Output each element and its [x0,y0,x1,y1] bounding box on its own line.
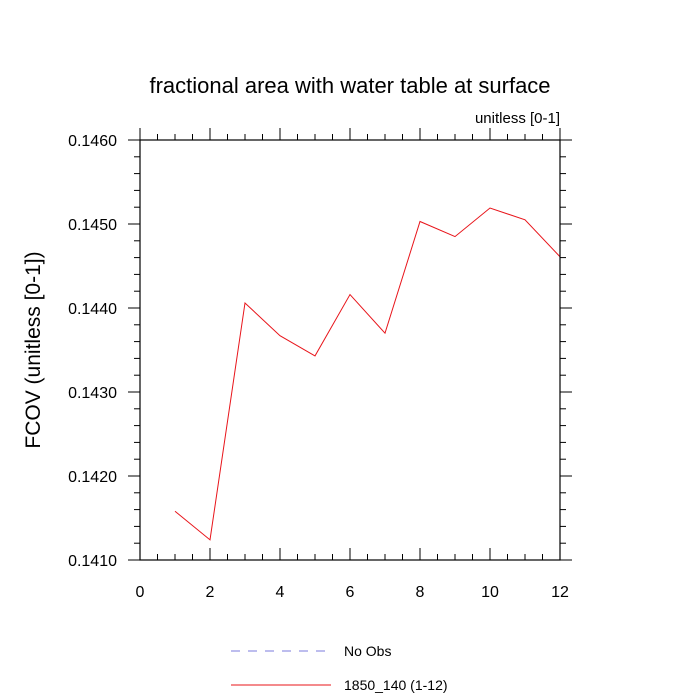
axis-ticks [128,128,572,561]
tick-labels: 0 2 4 6 8 10 12 0.1410 0.1420 0.1430 0.1440 0.1450 0… [68,133,569,601]
legend-label: 1850_140 (1-12) [344,677,448,693]
series-line-0 [174,207,561,541]
y-tick-label: 0.1430 [68,385,117,402]
y-tick-label: 0.1420 [68,469,117,486]
x-tick-label: 4 [276,584,285,601]
y-tick-label: 0.1460 [68,133,117,150]
y-tick-label: 0.1450 [68,217,117,234]
x-tick-label: 12 [551,584,569,601]
units-label: unitless [0-1] [475,110,560,127]
x-tick-label: 10 [481,584,499,601]
plot-frame [139,139,561,561]
y-axis-label: FCOV (unitless [0-1]) [22,251,45,448]
legend: No Obs 1850_140 (1-12) [231,643,448,693]
legend-label: No Obs [344,643,391,659]
series-layer [174,207,561,541]
x-tick-label: 0 [136,584,145,601]
x-tick-label: 6 [346,584,355,601]
x-tick-label: 2 [206,584,215,601]
y-tick-label: 0.1410 [68,553,117,570]
x-tick-label: 8 [416,584,425,601]
y-tick-label: 0.1440 [68,301,117,318]
chart-title: fractional area with water table at surf… [149,73,550,98]
